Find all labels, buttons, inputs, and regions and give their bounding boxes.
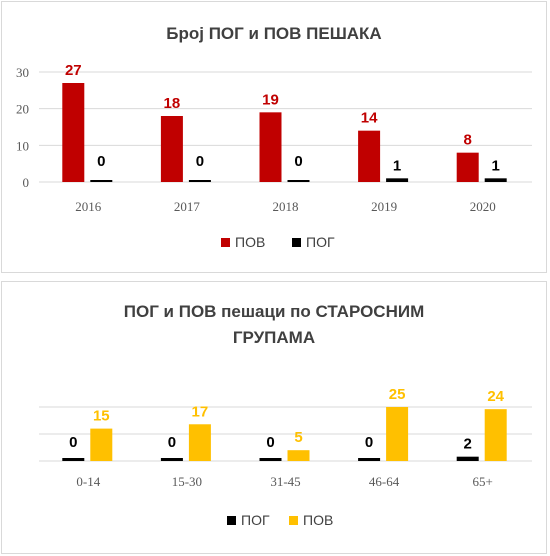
chart-panel-pedestrians-by-year: Број ПОГ и ПОВ ПЕШАКА 0 10 20 30 27 0 2016 18 0 2… xyxy=(1,1,547,273)
bar xyxy=(386,178,409,182)
data-label: 18 xyxy=(164,95,181,112)
bar xyxy=(484,409,507,461)
y-tick-label: 30 xyxy=(16,65,29,80)
data-label: 27 xyxy=(65,62,82,79)
x-tick-label: 2019 xyxy=(371,199,397,214)
data-label: 19 xyxy=(262,91,279,108)
bar xyxy=(287,180,310,182)
legend-swatch xyxy=(289,516,298,525)
bar xyxy=(358,458,381,461)
data-label: 24 xyxy=(487,388,504,405)
bar xyxy=(62,458,85,461)
x-tick-label: 46-64 xyxy=(369,474,400,489)
data-label: 0 xyxy=(365,434,373,451)
bar-chart-by-age-group: 0 15 0-14 0 17 15-30 0 5 31-45 0 25 46-64 2 24 65+ ПОГ П… xyxy=(39,386,532,528)
bar xyxy=(188,424,211,461)
bar xyxy=(386,407,409,461)
bar xyxy=(456,152,479,182)
data-label: 1 xyxy=(492,157,500,174)
data-label: 0 xyxy=(294,153,302,170)
legend-label: ПОВ xyxy=(303,512,333,528)
data-label: 0 xyxy=(168,434,176,451)
chart-title-line-2: ГРУПАМА xyxy=(232,328,316,347)
bar xyxy=(160,458,183,461)
bar xyxy=(259,112,282,182)
legend-label: ПОГ xyxy=(306,234,335,250)
bar xyxy=(456,456,479,461)
bar xyxy=(484,178,507,182)
data-label: 14 xyxy=(361,110,378,127)
data-label: 25 xyxy=(389,386,406,403)
bar xyxy=(90,428,113,461)
bar xyxy=(358,130,381,182)
y-tick-label: 20 xyxy=(16,102,29,117)
bar xyxy=(188,180,211,182)
data-label: 0 xyxy=(69,434,77,451)
data-label: 15 xyxy=(93,408,110,425)
legend-label: ПОВ xyxy=(235,234,265,250)
x-tick-label: 0-14 xyxy=(76,474,100,489)
bar xyxy=(90,180,113,182)
y-tick-label: 10 xyxy=(16,138,29,153)
data-label: 8 xyxy=(464,132,472,149)
legend-swatch xyxy=(221,238,230,247)
y-tick-label: 0 xyxy=(23,175,30,190)
data-label: 2 xyxy=(464,436,472,453)
legend-swatch xyxy=(292,238,301,247)
x-tick-label: 2020 xyxy=(470,199,496,214)
x-tick-label: 15-30 xyxy=(172,474,202,489)
x-tick-label: 2017 xyxy=(174,199,201,214)
bar-chart-by-year: 0 10 20 30 27 0 2016 18 0 2017 19 0 2018 14 1 2019 8 1 202… xyxy=(16,62,532,250)
bar xyxy=(259,458,282,461)
chart-title-line-1: ПОГ и ПОВ пешаци по СТАРОСНИМ xyxy=(123,302,425,321)
bar xyxy=(287,450,310,461)
data-label: 0 xyxy=(266,434,274,451)
data-label: 5 xyxy=(294,429,302,446)
data-label: 17 xyxy=(192,403,209,420)
legend-swatch xyxy=(227,516,236,525)
x-tick-label: 31-45 xyxy=(270,474,300,489)
data-label: 0 xyxy=(97,153,105,170)
legend-label: ПОГ xyxy=(241,512,270,528)
data-label: 1 xyxy=(393,157,401,174)
x-tick-label: 2018 xyxy=(273,199,299,214)
x-tick-label: 65+ xyxy=(473,474,493,489)
bar xyxy=(62,83,85,182)
data-label: 0 xyxy=(196,153,204,170)
x-tick-label: 2016 xyxy=(75,199,102,214)
chart-title: Број ПОГ и ПОВ ПЕШАКА xyxy=(166,24,382,43)
bar xyxy=(160,116,183,182)
